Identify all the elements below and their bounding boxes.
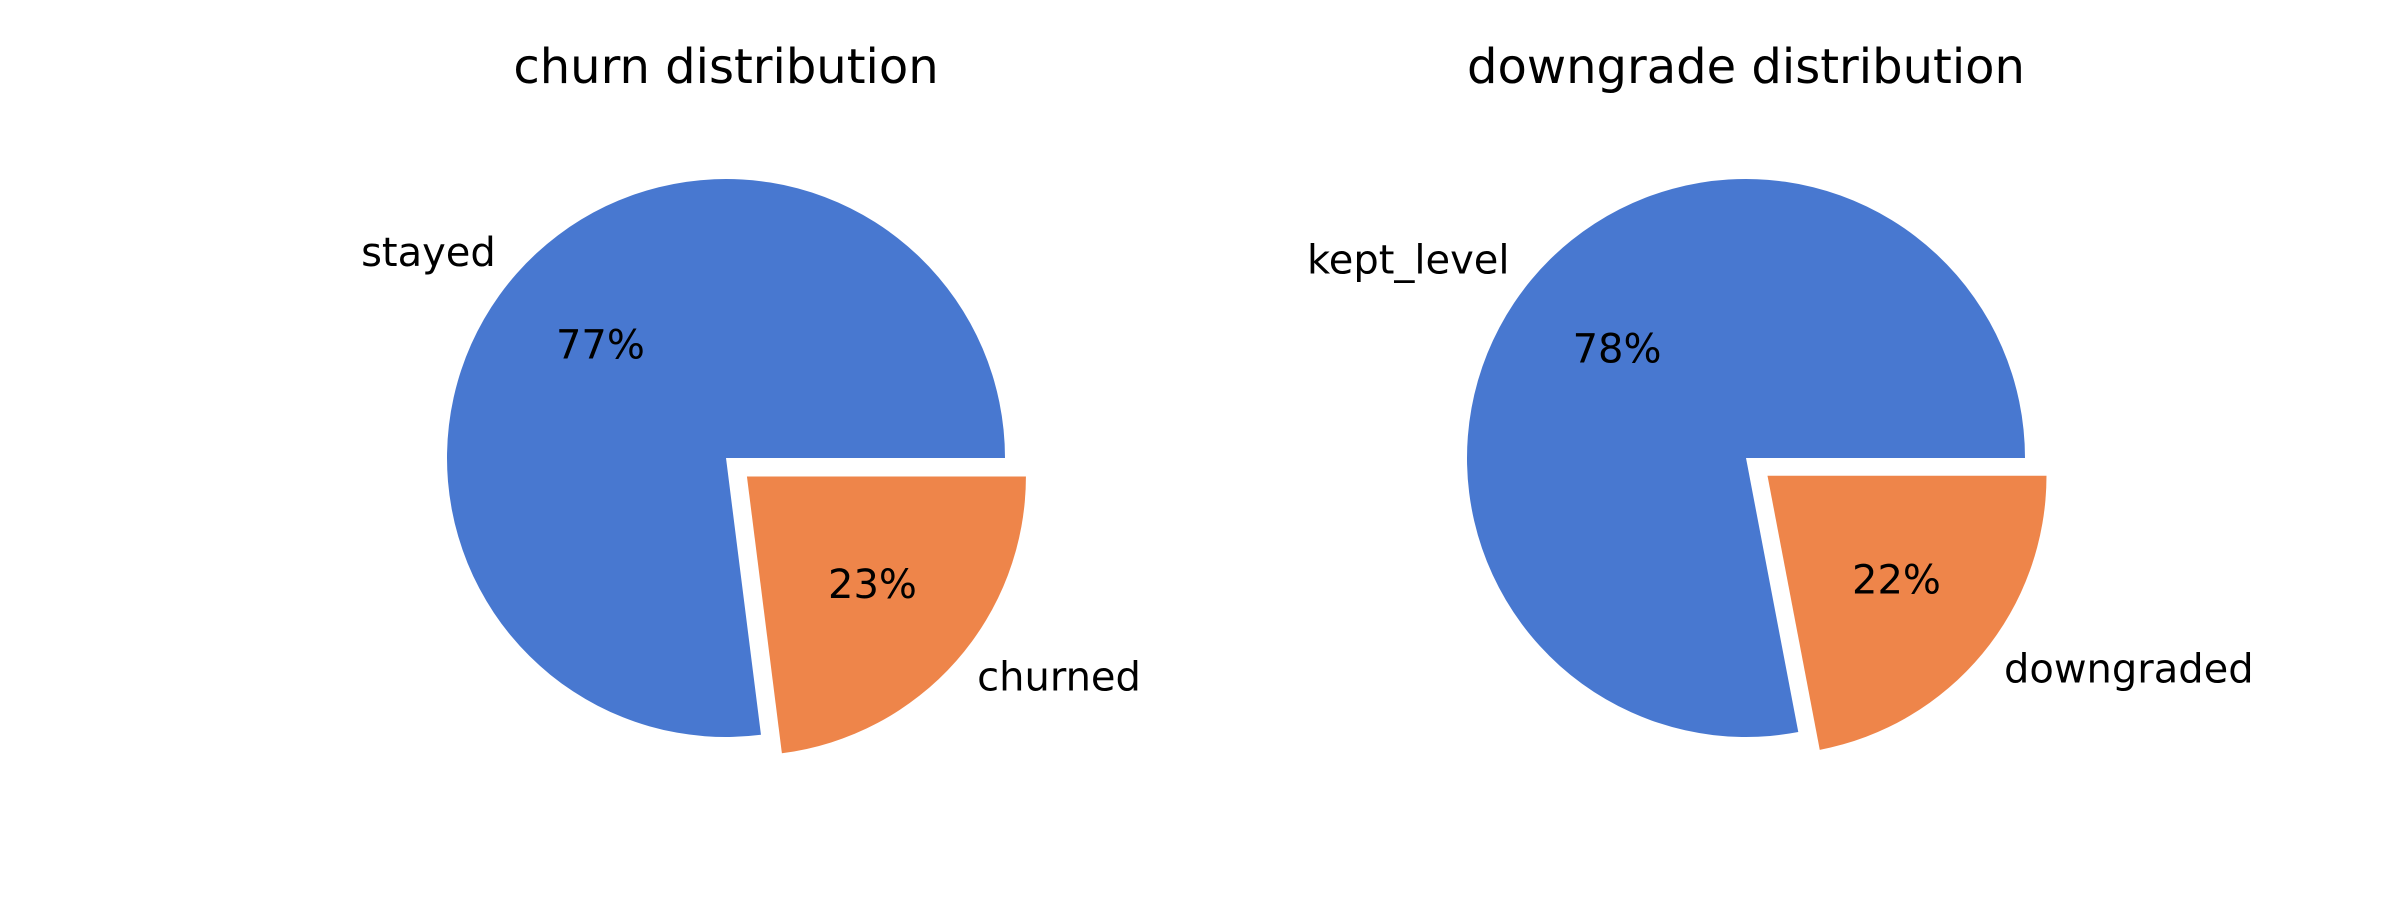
percentage-label: 22% bbox=[1852, 557, 1941, 603]
downgrade-pie-chart: downgrade distribution kept_level 78% down… bbox=[1307, 39, 2254, 750]
slice-label: stayed bbox=[361, 230, 496, 276]
slice-label: downgraded bbox=[2004, 646, 2254, 692]
slice-label: churned bbox=[977, 654, 1141, 700]
churn-pie-chart: churn distribution stayed 77% churned 23% bbox=[361, 39, 1141, 754]
pie-slice-kept-level bbox=[1466, 178, 2025, 738]
pie-slice-downgraded bbox=[1767, 475, 2047, 750]
chart-title: downgrade distribution bbox=[1467, 39, 2025, 95]
pie-slice-churned bbox=[746, 476, 1026, 754]
percentage-label: 78% bbox=[1573, 326, 1662, 372]
percentage-label: 77% bbox=[556, 322, 645, 368]
slice-label: kept_level bbox=[1307, 237, 1510, 283]
pie-slice-stayed bbox=[446, 178, 1005, 737]
chart-title: churn distribution bbox=[513, 39, 938, 95]
percentage-label: 23% bbox=[828, 562, 917, 608]
